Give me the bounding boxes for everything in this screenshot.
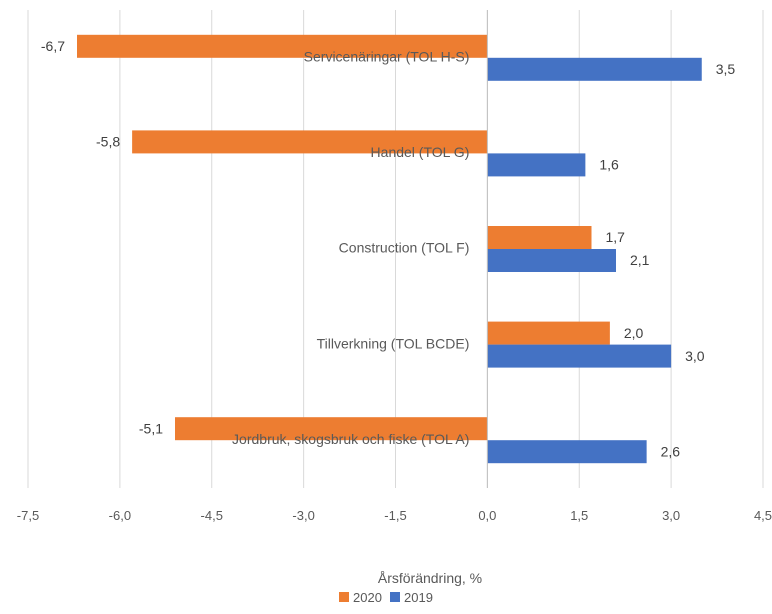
data-label: -5,8 [96, 134, 120, 150]
legend: 2020 2019 [339, 590, 433, 605]
legend-label: 2019 [404, 590, 433, 605]
data-labels: -6,7 3,5 -5,8 1,6 1,72,1 2,0 3,0 -5,1 2,6 [41, 38, 736, 459]
category-label: Servicenäringar (TOL H-S) [304, 49, 470, 65]
x-tick-label: -6,0 [109, 508, 131, 523]
x-axis-title: Årsförändring, % [378, 570, 482, 586]
data-label: 2,6 [661, 443, 681, 459]
x-tick-label: 4,5 [754, 508, 772, 523]
bar-2020 [175, 417, 488, 441]
category-label: Handel (TOL G) [371, 144, 470, 160]
x-tick-label: -1,5 [384, 508, 406, 523]
bar-2019 [487, 344, 672, 368]
bar-2019 [487, 249, 616, 272]
x-tick-label: -3,0 [292, 508, 314, 523]
bar-2020 [487, 226, 592, 249]
category-labels: Servicenäringar (TOL H-S) Handel (TOL G) C… [232, 49, 469, 447]
category-label: Construction (TOL F) [339, 240, 470, 256]
legend-label: 2020 [353, 590, 382, 605]
bar-2019 [487, 57, 702, 81]
category-label: Jordbruk, skogsbruk och fiske (TOL A) [232, 431, 469, 447]
legend-swatch-2019 [390, 592, 400, 602]
bars [77, 34, 702, 464]
data-label: -5,1 [139, 420, 163, 436]
data-label: 3,0 [685, 348, 705, 364]
data-label: 1,7 [606, 229, 626, 245]
bar-2019 [487, 153, 586, 177]
x-tick-label: -7,5 [17, 508, 39, 523]
legend-swatch-2020 [339, 592, 349, 602]
data-label: 2,1 [630, 252, 650, 268]
x-tick-label: 0,0 [478, 508, 496, 523]
bar-2019 [487, 440, 647, 464]
bar-2020 [487, 321, 610, 345]
data-label: -6,7 [41, 38, 65, 54]
category-label: Tillverkning (TOL BCDE) [317, 335, 470, 351]
bar-2020 [77, 34, 488, 58]
x-tick-label: 1,5 [570, 508, 588, 523]
bar-2020 [132, 130, 488, 154]
data-label: 3,5 [716, 61, 736, 77]
data-label: 2,0 [624, 325, 644, 341]
data-label: 1,6 [599, 157, 619, 173]
x-tick-label: 3,0 [662, 508, 680, 523]
x-tick-labels: -7,5 -6,0 -4,5 -3,0 -1,5 0,0 1,5 3,0 4,5 [17, 508, 772, 523]
x-tick-label: -4,5 [201, 508, 223, 523]
